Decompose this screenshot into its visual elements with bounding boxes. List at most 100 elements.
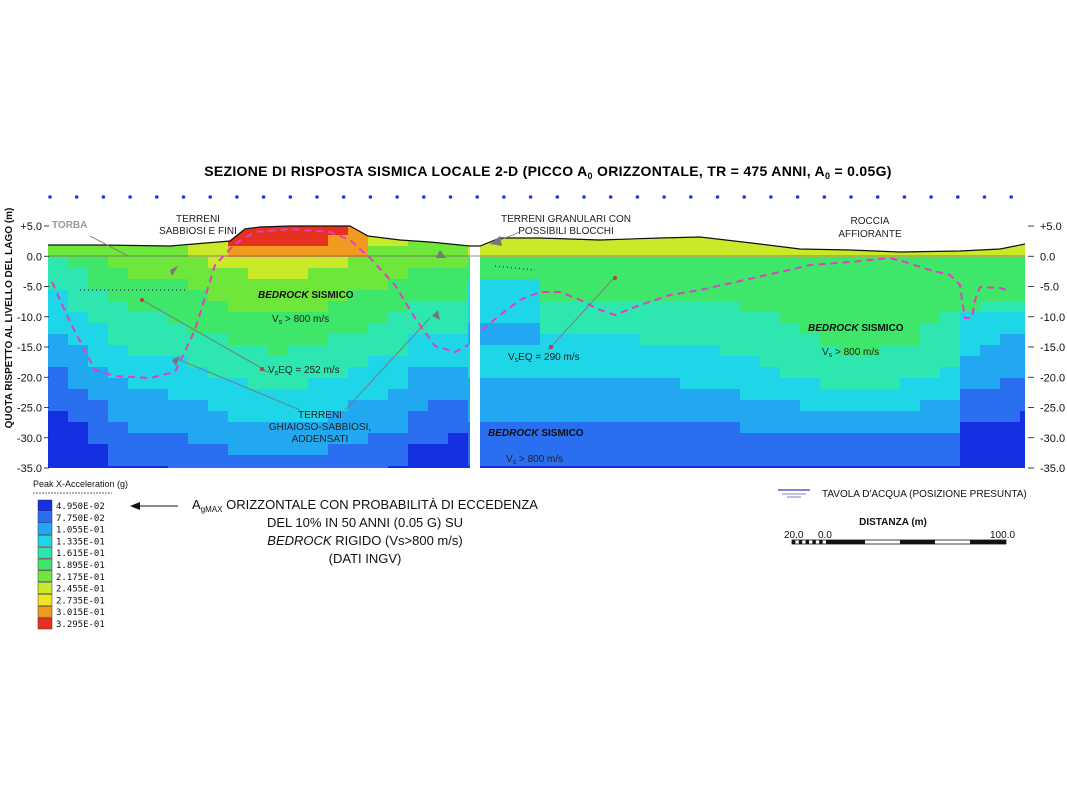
heatmap-cell [720, 400, 741, 412]
heatmap-cell [408, 378, 429, 390]
heatmap-cell [448, 444, 469, 456]
heatmap-cell [248, 279, 269, 291]
heatmap-cell [208, 411, 229, 423]
heatmap-cell [208, 323, 229, 335]
heatmap-cell [540, 268, 561, 280]
label-bedrock-1: BEDROCK SISMICO [258, 290, 354, 301]
heatmap-cell [308, 466, 329, 468]
heatmap-cell [388, 378, 409, 390]
heatmap-cell [428, 290, 449, 302]
heatmap-cell [760, 224, 781, 236]
heatmap-cell [388, 345, 409, 357]
legend-swatch [37, 523, 53, 535]
heatmap-cell [900, 356, 921, 368]
heatmap-cell [900, 312, 921, 324]
heatmap-cell [520, 422, 541, 434]
receiver-dot [422, 195, 426, 199]
note-line-4: (DATI INGV) [329, 551, 402, 566]
heatmap-cell [680, 301, 701, 313]
heatmap-cell [188, 334, 209, 346]
heatmap-cell [368, 301, 389, 313]
heatmap-cell [620, 433, 641, 445]
y-tick-left: -30.0 [17, 433, 42, 445]
heatmap-cell [980, 466, 1001, 468]
heatmap-cell [468, 268, 470, 280]
heatmap-cell [920, 268, 941, 280]
heatmap-cell [740, 433, 761, 445]
heatmap-cell [228, 235, 249, 247]
receiver-dot [982, 195, 987, 199]
heatmap-cell [328, 334, 349, 346]
heatmap-cell [128, 433, 149, 445]
heatmap-cell [68, 323, 89, 335]
label-ghiaiosi-3: ADDENSATI [292, 434, 349, 445]
heatmap-cell [1000, 466, 1021, 468]
heatmap-cell [540, 466, 561, 468]
heatmap-cell [820, 400, 841, 412]
heatmap-cell [500, 455, 521, 467]
heatmap-cell [368, 235, 389, 247]
heatmap-cell [660, 224, 681, 236]
heatmap-cell [68, 356, 89, 368]
heatmap-cell [228, 301, 249, 313]
heatmap-cell [228, 345, 249, 357]
heatmap-cell [388, 356, 409, 368]
heatmap-cell [368, 466, 389, 468]
heatmap-cell [780, 237, 801, 247]
y-tick-left: -5.0 [23, 282, 42, 294]
heatmap-cell [900, 334, 921, 346]
heatmap-cell [540, 433, 561, 445]
heatmap-cell [740, 246, 761, 258]
label-vs-2: Vs > 800 m/s [506, 454, 563, 466]
legend-label: 2.175E-01 [56, 573, 105, 583]
heatmap-cell [408, 268, 429, 280]
heatmap-cell [980, 411, 1001, 423]
heatmap-cell [1020, 257, 1025, 269]
heatmap-cell [940, 312, 961, 324]
heatmap-cell [760, 246, 781, 258]
heatmap-cell [308, 367, 329, 379]
heatmap-cell [680, 279, 701, 291]
heatmap-cell [700, 466, 721, 468]
heatmap-cell [308, 312, 329, 324]
heatmap-cell [900, 400, 921, 412]
heatmap-cell [740, 224, 761, 236]
receiver-dot [582, 195, 586, 199]
heatmap-cell [980, 433, 1001, 445]
heatmap-cell [408, 345, 429, 357]
heatmap-cell [840, 433, 861, 445]
heatmap-cell [268, 367, 289, 379]
heatmap-cell [1000, 356, 1021, 368]
note-line-2: DEL 10% IN 50 ANNI (0.05 G) SU [267, 515, 463, 530]
heatmap-cell [248, 235, 269, 247]
heatmap-cell [480, 466, 501, 468]
heatmap-cell [308, 378, 329, 390]
heatmap-cell [228, 411, 249, 423]
heatmap-cell [108, 444, 129, 456]
heatmap-cell [920, 455, 941, 467]
heatmap-cell [780, 466, 801, 468]
heatmap-cell [840, 290, 861, 302]
heatmap-cell [448, 356, 469, 368]
heatmap-cell [900, 237, 921, 247]
heatmap-cell [1020, 334, 1025, 346]
heatmap-cell [48, 257, 69, 269]
heatmap-cell [620, 422, 641, 434]
heatmap-cell [920, 290, 941, 302]
heatmap-cell [480, 378, 501, 390]
heatmap-cell [208, 312, 229, 324]
heatmap-cell [368, 367, 389, 379]
heatmap-cell [640, 389, 661, 401]
heatmap-cell [680, 367, 701, 379]
heatmap-cell [1000, 268, 1021, 280]
heatmap-cell [288, 257, 309, 269]
heatmap-cell [348, 290, 369, 302]
heatmap-cell [660, 411, 681, 423]
heatmap-cell [480, 290, 501, 302]
receiver-dot [101, 195, 106, 199]
heatmap-cell [600, 323, 621, 335]
heatmap-cell [468, 246, 470, 258]
heatmap-cell [760, 444, 781, 456]
heatmap-cell [1000, 312, 1021, 324]
heatmap-cell [268, 301, 289, 313]
